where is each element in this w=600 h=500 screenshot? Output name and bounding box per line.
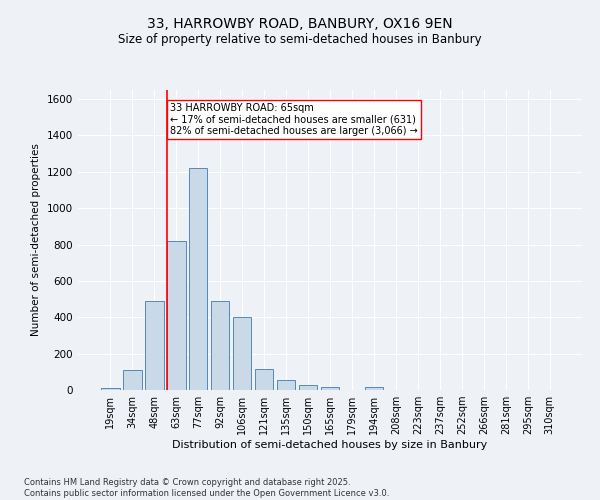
Text: Contains HM Land Registry data © Crown copyright and database right 2025.
Contai: Contains HM Land Registry data © Crown c… [24,478,389,498]
Bar [101,388,119,390]
Bar [211,301,229,390]
Bar [277,380,295,390]
Bar [189,168,208,390]
X-axis label: Distribution of semi-detached houses by size in Banbury: Distribution of semi-detached houses by … [172,440,488,450]
Bar [145,301,164,390]
Text: Size of property relative to semi-detached houses in Banbury: Size of property relative to semi-detach… [118,32,482,46]
Y-axis label: Number of semi-detached properties: Number of semi-detached properties [31,144,41,336]
Bar [320,388,340,390]
Bar [365,388,383,390]
Bar [299,386,317,390]
Bar [233,318,251,390]
Text: 33 HARROWBY ROAD: 65sqm
← 17% of semi-detached houses are smaller (631)
82% of s: 33 HARROWBY ROAD: 65sqm ← 17% of semi-de… [170,102,418,136]
Bar [123,370,142,390]
Bar [167,241,185,390]
Bar [255,369,274,390]
Text: 33, HARROWBY ROAD, BANBURY, OX16 9EN: 33, HARROWBY ROAD, BANBURY, OX16 9EN [147,18,453,32]
